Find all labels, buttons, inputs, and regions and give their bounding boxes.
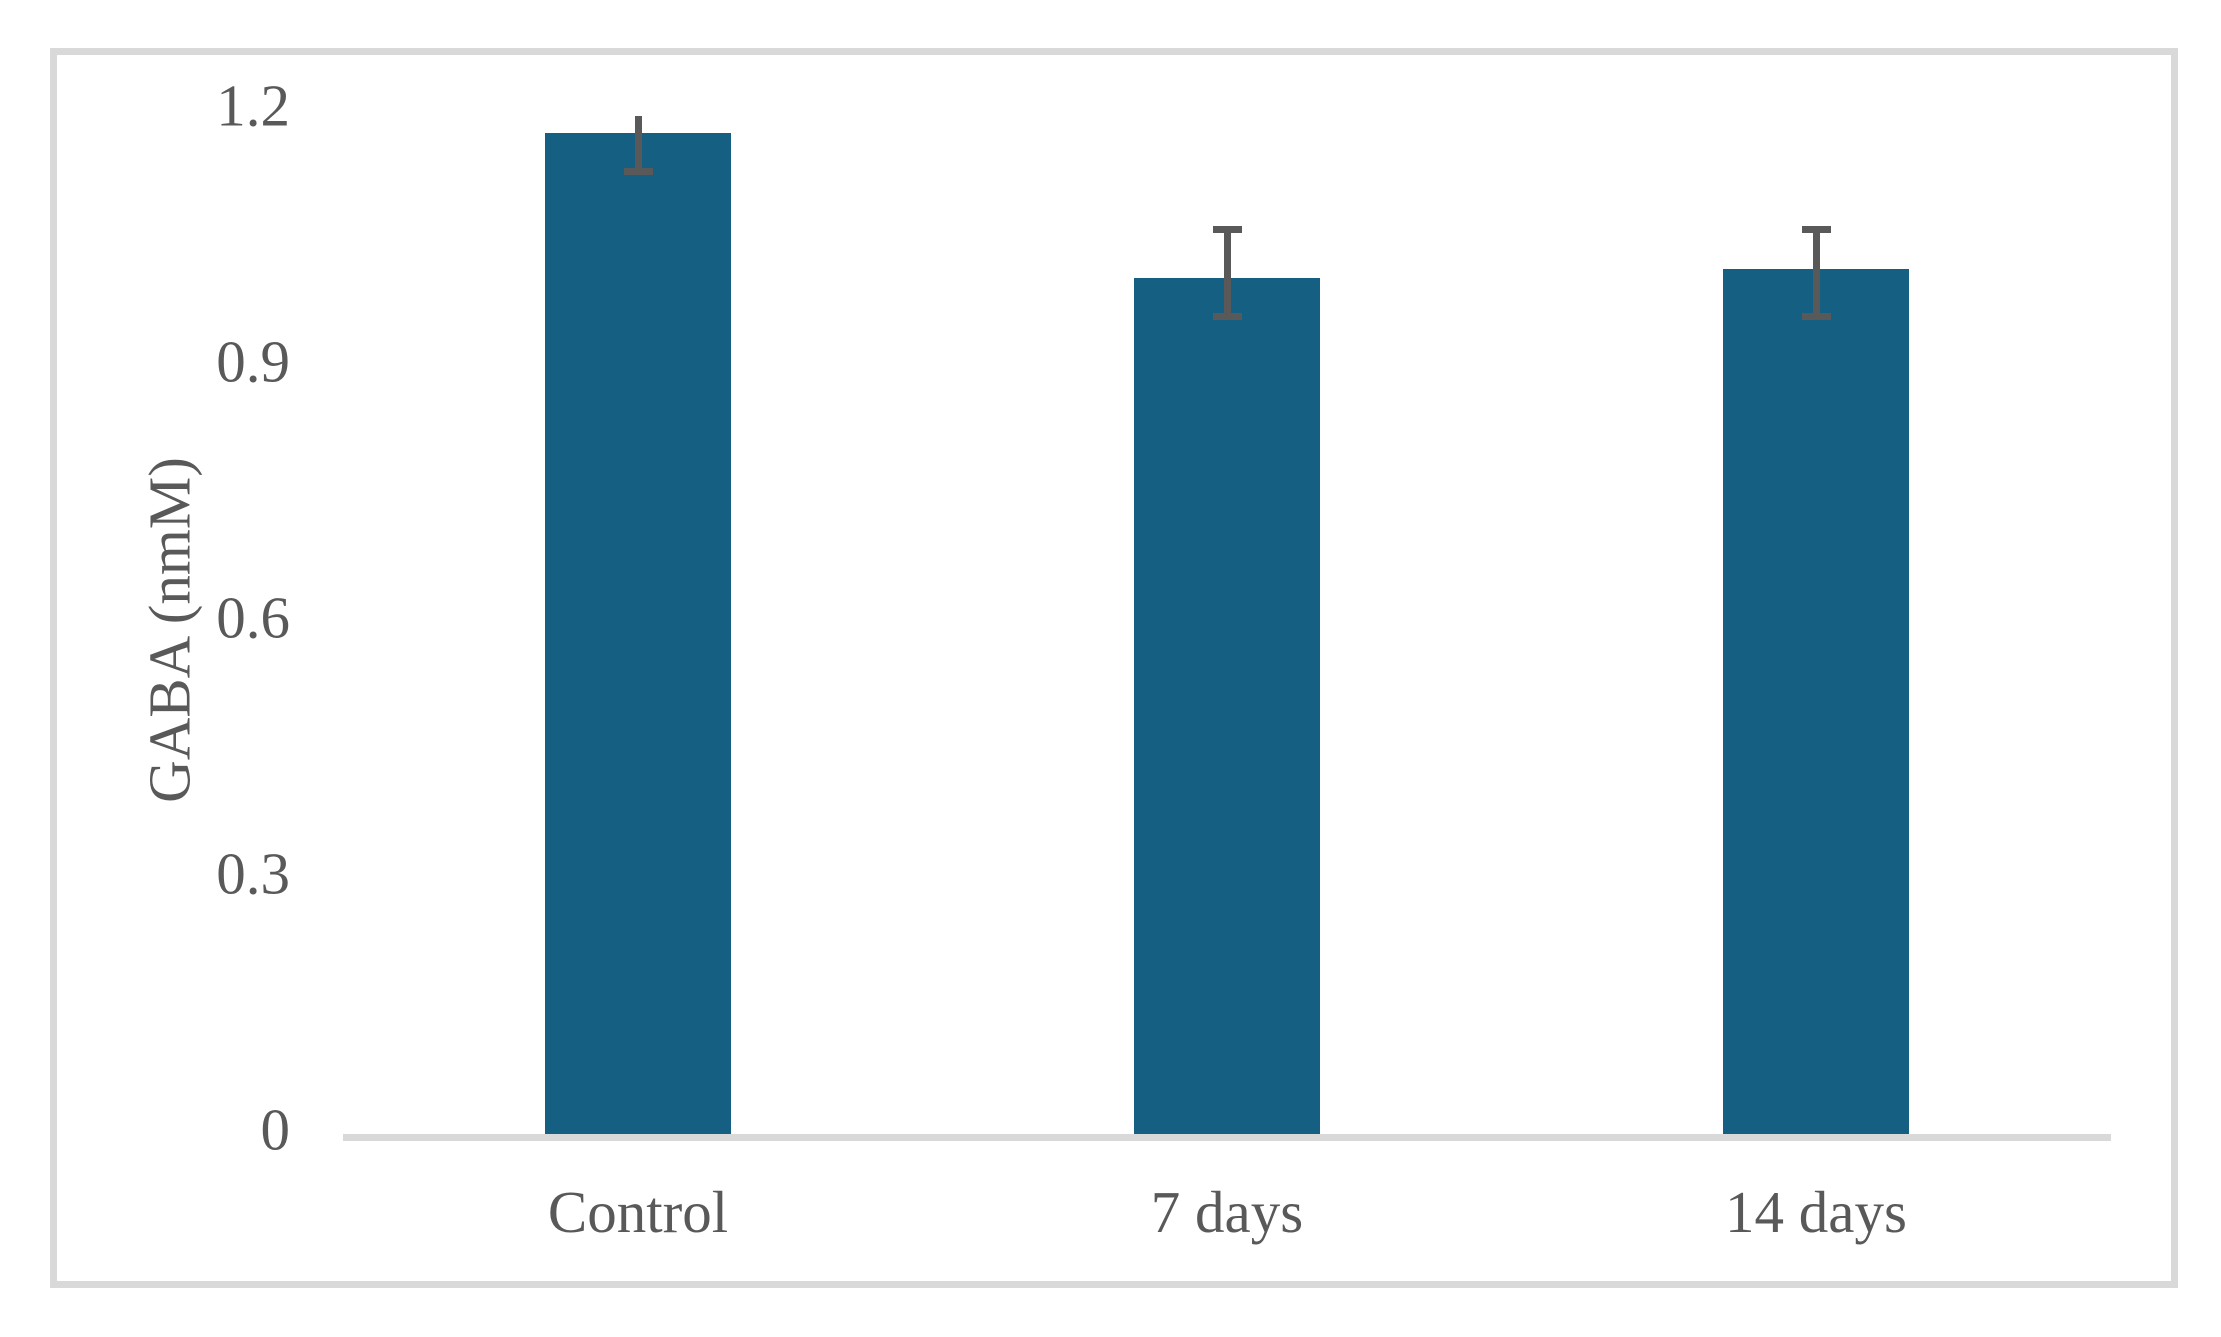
error-bar-bottom-cap-control xyxy=(623,168,653,175)
error-bar-line-14-days xyxy=(1812,226,1820,320)
y-tick-label-1.2: 1.2 xyxy=(216,72,290,139)
error-bar-top-cap-14-days xyxy=(1801,226,1831,233)
y-tick-label-0: 0 xyxy=(260,1096,291,1163)
error-bar-bottom-cap-7-days xyxy=(1212,313,1242,320)
chart-border xyxy=(50,48,2178,1288)
y-tick-label-0.9: 0.9 xyxy=(216,328,290,395)
x-axis-line xyxy=(343,1134,2111,1141)
x-category-label-7-days: 7 days xyxy=(1150,1179,1304,1245)
error-bar-top-cap-7-days xyxy=(1212,226,1242,233)
bar-14-days xyxy=(1723,269,1909,1134)
error-bar-line-control xyxy=(634,116,642,175)
error-bar-bottom-cap-14-days xyxy=(1801,313,1831,320)
bar-control xyxy=(545,133,731,1134)
x-category-label-14-days: 14 days xyxy=(1725,1179,1907,1245)
bar-7-days xyxy=(1134,278,1320,1134)
y-tick-label-0.6: 0.6 xyxy=(216,584,290,651)
y-tick-label-0.3: 0.3 xyxy=(216,840,290,907)
x-category-label-control: Control xyxy=(547,1179,729,1245)
error-bar-line-7-days xyxy=(1223,226,1231,320)
